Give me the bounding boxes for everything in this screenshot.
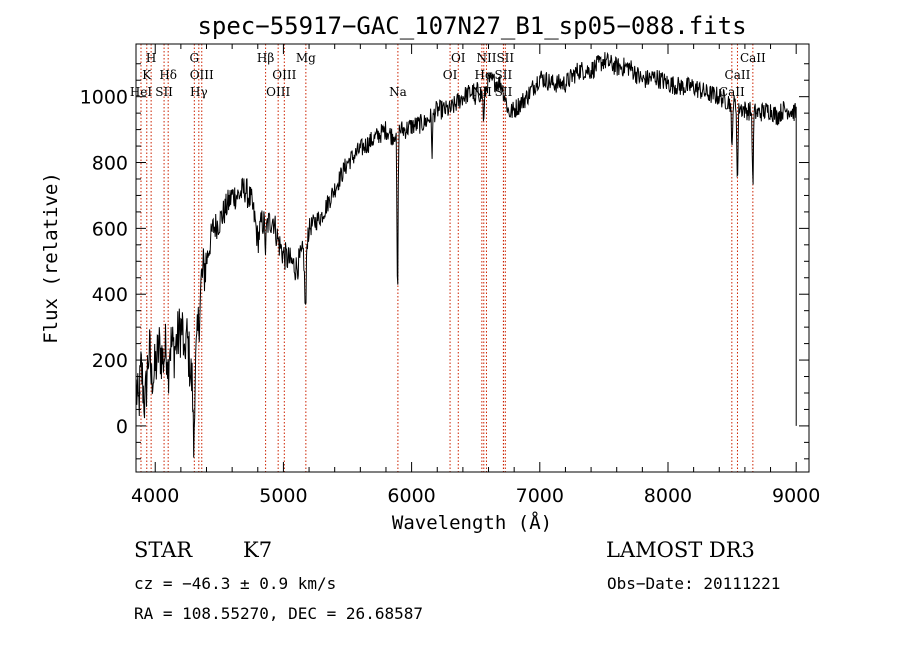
chart-title: spec−55917−GAC_107N27_B1_sp05−088.fits	[197, 12, 746, 40]
y-axis-ticks: 0 200 400 600 800 1000	[80, 63, 809, 460]
spectral-line-markers	[140, 44, 754, 472]
spectral-line-label: Hγ	[190, 85, 208, 99]
spectral-line-label: K	[142, 68, 152, 82]
observation-date: Obs−Date: 20111221	[607, 574, 780, 593]
x-tick-label: 8000	[644, 485, 692, 507]
spectral-line-label: Mg	[296, 51, 316, 65]
y-tick-label: 600	[92, 218, 128, 240]
survey-name: LAMOST DR3	[606, 538, 755, 562]
spectral-line-label: G	[190, 51, 200, 65]
object-subclass: K7	[243, 538, 272, 562]
y-tick-label: 200	[92, 350, 128, 372]
y-tick-label: 0	[116, 416, 128, 438]
object-class: STAR	[134, 538, 193, 562]
y-tick-label: 1000	[80, 87, 128, 109]
spectral-line-label: SII	[495, 68, 513, 82]
spectral-line-label: H	[146, 51, 156, 65]
x-tick-label: 6000	[387, 485, 435, 507]
spectral-line-label: Hβ	[257, 51, 274, 65]
spectral-line-label: HeI	[130, 85, 153, 99]
spectrum-line	[135, 51, 797, 458]
plot-frame	[135, 43, 810, 473]
spectral-line-label: Hδ	[159, 68, 177, 82]
spectral-line-label: OIII	[190, 68, 214, 82]
y-tick-label: 400	[92, 284, 128, 306]
spectral-line-label: OIII	[272, 68, 296, 82]
x-tick-label: 9000	[772, 485, 820, 507]
spectral-line-label: Hα	[474, 68, 493, 82]
x-tick-label: 5000	[259, 485, 307, 507]
spectral-line-label: CaII	[725, 68, 751, 82]
x-axis-label: Wavelength (Å)	[392, 511, 552, 534]
spectral-line-label: NII	[476, 51, 496, 65]
y-tick-label: 800	[92, 153, 128, 175]
redshift-velocity: cz = −46.3 ± 0.9 km/s	[134, 574, 336, 593]
spectral-line-label: OIII	[266, 85, 290, 99]
spectral-line-label: SII	[496, 51, 514, 65]
x-tick-label: 7000	[516, 485, 564, 507]
spectral-line-label: OI	[443, 68, 458, 82]
spectral-line-label: SII	[155, 85, 173, 99]
x-axis-ticks: 4000 5000 6000 7000 8000 9000	[131, 44, 820, 507]
spectral-line-label: CaII	[740, 51, 766, 65]
spectral-line-label: Na	[389, 85, 407, 99]
spectral-line-label: CaII	[719, 85, 745, 99]
y-axis-label: Flux (relative)	[40, 172, 62, 344]
coordinates: RA = 108.55270, DEC = 26.68587	[134, 604, 423, 623]
spectral-line-label: SII	[495, 85, 513, 99]
x-tick-label: 4000	[131, 485, 179, 507]
spectrum-series	[135, 51, 797, 458]
spectral-line-label: OI	[451, 51, 466, 65]
